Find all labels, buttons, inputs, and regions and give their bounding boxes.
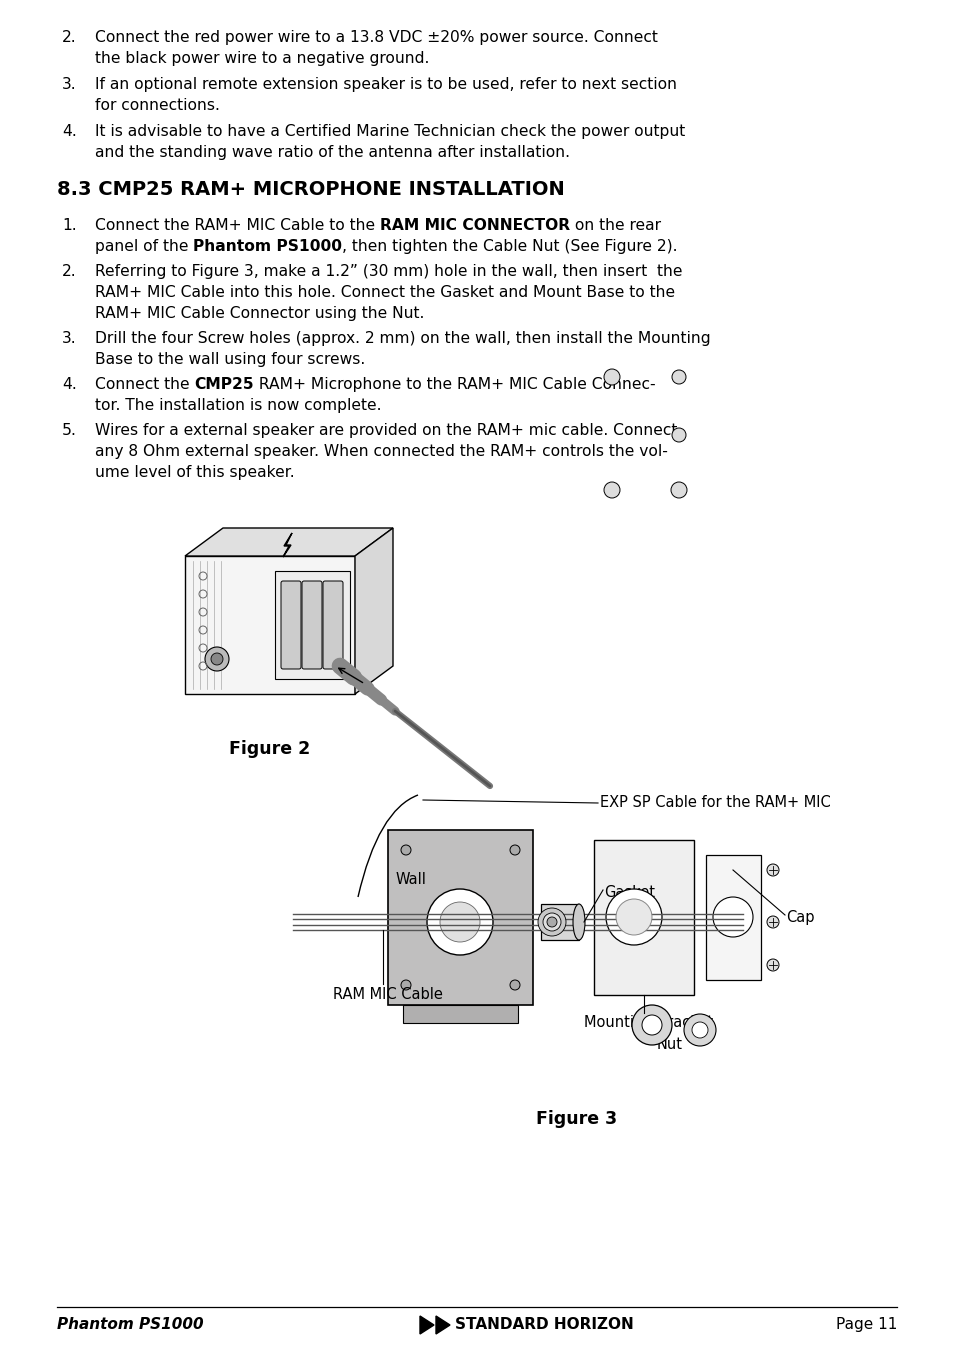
Circle shape [510, 845, 519, 854]
FancyBboxPatch shape [323, 581, 343, 669]
Text: any 8 Ohm external speaker. When connected the RAM+ controls the vol-: any 8 Ohm external speaker. When connect… [95, 443, 667, 458]
Text: 2.: 2. [62, 30, 76, 45]
Text: 8.3 CMP25 RAM+ MICROPHONE INSTALLATION: 8.3 CMP25 RAM+ MICROPHONE INSTALLATION [57, 180, 564, 199]
Circle shape [641, 1015, 661, 1036]
Circle shape [616, 899, 651, 936]
Circle shape [542, 913, 560, 932]
Text: Phantom PS1000: Phantom PS1000 [193, 239, 342, 254]
Polygon shape [388, 830, 533, 1005]
Text: Wall: Wall [395, 872, 426, 887]
Circle shape [603, 483, 619, 498]
Text: 3.: 3. [62, 331, 76, 346]
Circle shape [671, 429, 685, 442]
Text: Connect the RAM+ MIC Cable to the: Connect the RAM+ MIC Cable to the [95, 218, 379, 233]
Text: , then tighten the Cable Nut (See Figure 2).: , then tighten the Cable Nut (See Figure… [342, 239, 678, 254]
Text: Referring to Figure 3, make a 1.2” (30 mm) hole in the wall, then insert  the: Referring to Figure 3, make a 1.2” (30 m… [95, 264, 681, 279]
Circle shape [400, 845, 411, 854]
Circle shape [427, 890, 493, 955]
Circle shape [546, 917, 557, 927]
Text: Nut: Nut [657, 1037, 682, 1052]
Circle shape [683, 1014, 716, 1046]
Text: panel of the: panel of the [95, 239, 193, 254]
Circle shape [631, 1005, 671, 1045]
Polygon shape [274, 571, 350, 679]
Text: on the rear: on the rear [570, 218, 660, 233]
FancyBboxPatch shape [302, 581, 322, 669]
Circle shape [766, 959, 779, 971]
Circle shape [766, 917, 779, 927]
Text: 5.: 5. [62, 423, 77, 438]
Circle shape [671, 370, 685, 384]
Polygon shape [185, 529, 393, 556]
Polygon shape [594, 840, 693, 995]
FancyBboxPatch shape [281, 581, 301, 669]
Text: Gasket: Gasket [603, 886, 655, 900]
Text: Base to the wall using four screws.: Base to the wall using four screws. [95, 352, 365, 366]
Text: 4.: 4. [62, 377, 76, 392]
Text: 2.: 2. [62, 264, 76, 279]
Text: Wires for a external speaker are provided on the RAM+ mic cable. Connect: Wires for a external speaker are provide… [95, 423, 677, 438]
Circle shape [605, 890, 661, 945]
Text: Drill the four Screw holes (approx. 2 mm) on the wall, then install the Mounting: Drill the four Screw holes (approx. 2 mm… [95, 331, 710, 346]
Circle shape [603, 369, 619, 385]
Text: the black power wire to a negative ground.: the black power wire to a negative groun… [95, 51, 429, 66]
Polygon shape [185, 556, 355, 694]
Text: ume level of this speaker.: ume level of this speaker. [95, 465, 294, 480]
Text: RAM+ MIC Cable into this hole. Connect the Gasket and Mount Base to the: RAM+ MIC Cable into this hole. Connect t… [95, 285, 675, 300]
Circle shape [211, 653, 223, 665]
Text: 3.: 3. [62, 77, 76, 92]
Circle shape [766, 864, 779, 876]
Text: Figure 3: Figure 3 [536, 1110, 617, 1128]
Text: Connect the red power wire to a 13.8 VDC ±20% power source. Connect: Connect the red power wire to a 13.8 VDC… [95, 30, 658, 45]
Text: 1.: 1. [62, 218, 76, 233]
Text: It is advisable to have a Certified Marine Technician check the power output: It is advisable to have a Certified Mari… [95, 124, 684, 139]
Polygon shape [402, 1005, 517, 1023]
Text: Figure 2: Figure 2 [229, 740, 311, 758]
Text: RAM+ Microphone to the RAM+ MIC Cable Connec-: RAM+ Microphone to the RAM+ MIC Cable Co… [253, 377, 655, 392]
Text: RAM MIC Cable: RAM MIC Cable [333, 987, 442, 1002]
Text: STANDARD HORIZON: STANDARD HORIZON [455, 1317, 633, 1332]
Text: If an optional remote extension speaker is to be used, refer to next section: If an optional remote extension speaker … [95, 77, 677, 92]
Text: Mounting Bracket: Mounting Bracket [583, 1015, 713, 1030]
Polygon shape [540, 904, 578, 940]
Circle shape [537, 909, 565, 936]
Polygon shape [419, 1315, 434, 1334]
Text: RAM MIC CONNECTOR: RAM MIC CONNECTOR [379, 218, 570, 233]
Text: for connections.: for connections. [95, 97, 219, 114]
Text: 4.: 4. [62, 124, 76, 139]
Circle shape [400, 980, 411, 990]
Circle shape [439, 902, 479, 942]
Text: Page 11: Page 11 [835, 1317, 896, 1332]
Text: Connect the: Connect the [95, 377, 194, 392]
Ellipse shape [573, 904, 584, 940]
Circle shape [712, 896, 752, 937]
Polygon shape [705, 854, 760, 980]
Circle shape [670, 483, 686, 498]
Circle shape [205, 648, 229, 671]
Text: and the standing wave ratio of the antenna after installation.: and the standing wave ratio of the anten… [95, 145, 569, 160]
Text: Cap: Cap [785, 910, 814, 925]
Text: Phantom PS1000: Phantom PS1000 [57, 1317, 203, 1332]
Circle shape [510, 980, 519, 990]
Polygon shape [436, 1315, 450, 1334]
Text: CMP25: CMP25 [194, 377, 253, 392]
Text: RAM+ MIC Cable Connector using the Nut.: RAM+ MIC Cable Connector using the Nut. [95, 306, 424, 320]
Circle shape [691, 1022, 707, 1038]
Text: EXP SP Cable for the RAM+ MIC: EXP SP Cable for the RAM+ MIC [599, 795, 830, 810]
Polygon shape [355, 529, 393, 694]
Text: tor. The installation is now complete.: tor. The installation is now complete. [95, 397, 381, 412]
